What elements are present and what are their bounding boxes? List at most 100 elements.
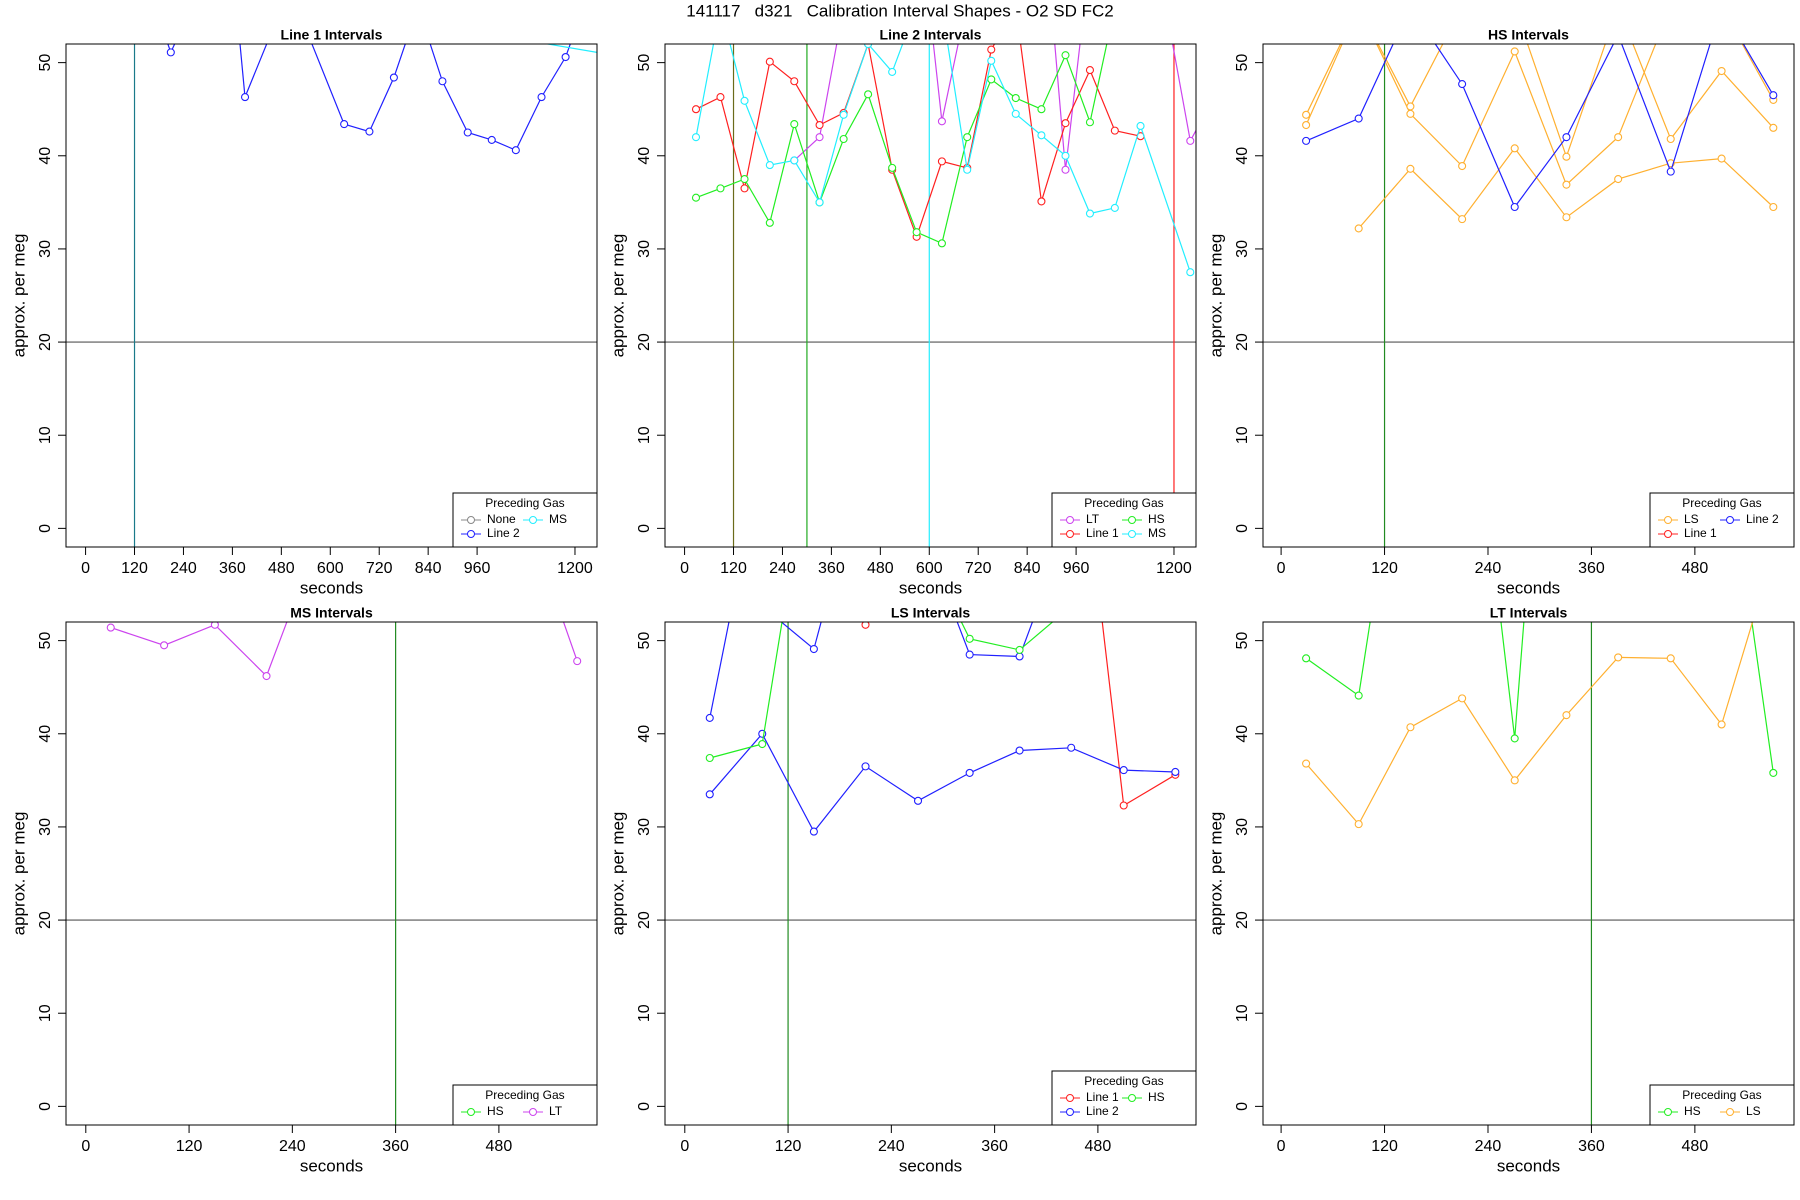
panel: Line 2 Intervals 0 10 20 30 40 50 0 120 240 360 480… — [608, 27, 1197, 597]
series-line — [1305, 44, 1774, 159]
legend-label: Line 2 — [1086, 1104, 1119, 1118]
legend-marker — [1726, 1108, 1734, 1116]
legend-label: Line 1 — [1086, 1090, 1119, 1104]
x-tick-label: 1200 — [1156, 560, 1192, 577]
legend-marker — [467, 530, 475, 538]
series-line — [1305, 622, 1754, 826]
y-axis-label: approx. per meg — [9, 812, 28, 936]
data-point — [740, 96, 749, 105]
x-tick-label: 120 — [176, 1138, 203, 1155]
legend-label: LT — [549, 1104, 563, 1118]
y-axis-label: approx. per meg — [608, 234, 627, 358]
legend-marker — [1128, 516, 1136, 524]
y-tick-label: 50 — [1234, 632, 1251, 650]
data-point — [1406, 723, 1415, 732]
y-tick-label: 40 — [1234, 725, 1251, 743]
y-tick-label: 10 — [37, 1004, 54, 1022]
data-point — [965, 650, 974, 659]
data-point — [365, 127, 374, 136]
y-tick-label: 0 — [37, 1102, 54, 1111]
data-point — [963, 133, 972, 142]
data-point — [765, 161, 774, 170]
data-point — [240, 93, 250, 102]
y-tick-label: 40 — [636, 725, 653, 743]
x-tick-label: 120 — [775, 1138, 802, 1155]
x-axis-label: seconds — [899, 1156, 962, 1175]
legend-label: Line 2 — [1746, 512, 1779, 526]
legend-label: None — [487, 512, 516, 526]
data-point — [716, 184, 725, 193]
data-point — [1614, 133, 1623, 142]
plot-box — [1262, 43, 1795, 548]
data-point — [1015, 746, 1024, 755]
data-point — [1562, 180, 1571, 189]
data-point — [864, 44, 873, 49]
data-point — [1666, 167, 1675, 176]
x-tick-label: 360 — [818, 560, 845, 577]
data-point — [691, 133, 701, 142]
legend-marker — [467, 516, 475, 524]
x-tick-label: 960 — [464, 560, 491, 577]
x-tick-label: 840 — [1014, 560, 1041, 577]
plot-area — [66, 44, 597, 547]
series-line — [1305, 44, 1774, 186]
panel: LT Intervals 0 10 20 30 40 50 0 120 240 360 480 seco… — [1206, 605, 1795, 1175]
legend-label: MS — [1148, 526, 1166, 540]
plot-area — [1263, 44, 1794, 547]
panel: HS Intervals 0 10 20 30 40 50 0 120 240 360 480 seco… — [1206, 27, 1795, 597]
legend-label: HS — [1684, 1104, 1701, 1118]
data-point — [705, 753, 714, 763]
y-tick-label: 10 — [1234, 426, 1251, 444]
y-tick-label: 10 — [636, 1004, 653, 1022]
data-point — [1067, 743, 1076, 752]
legend-label: HS — [1148, 512, 1165, 526]
data-point — [1302, 110, 1311, 119]
x-tick-label: 720 — [366, 560, 393, 577]
series-line — [695, 44, 1191, 273]
data-point — [691, 105, 701, 114]
data-point — [716, 93, 725, 102]
x-tick-label: 0 — [81, 560, 90, 577]
legend-box — [1649, 1084, 1795, 1126]
y-tick-label: 40 — [636, 147, 653, 165]
legend-marker — [1664, 1108, 1672, 1116]
panel-title: HS Intervals — [1488, 27, 1569, 43]
plot-box — [664, 621, 1197, 1126]
x-axis-label: seconds — [899, 578, 962, 597]
x-tick-label: 0 — [680, 560, 689, 577]
legend-marker — [529, 516, 537, 524]
y-tick-label: 30 — [636, 240, 653, 258]
data-point — [815, 133, 824, 142]
data-point — [815, 198, 824, 207]
data-point — [438, 77, 447, 86]
data-point — [815, 120, 824, 130]
x-axis-label: seconds — [300, 1156, 363, 1175]
y-tick-label: 0 — [37, 524, 54, 533]
y-tick-label: 0 — [1234, 524, 1251, 533]
legend-label: LT — [1086, 512, 1100, 526]
data-point — [1510, 144, 1519, 153]
x-tick-label: 0 — [81, 1138, 90, 1155]
legend-title: Preceding Gas — [485, 496, 564, 510]
plot-box — [1262, 621, 1795, 1126]
legend-title: Preceding Gas — [1682, 496, 1761, 510]
legend-marker — [1726, 516, 1734, 524]
y-tick-label: 50 — [37, 54, 54, 72]
data-point — [1562, 133, 1571, 142]
panel-title: MS Intervals — [290, 605, 373, 621]
y-tick-label: 20 — [37, 333, 54, 351]
x-tick-label: 480 — [1682, 1138, 1709, 1155]
data-point — [987, 56, 996, 65]
data-point — [1562, 711, 1571, 720]
x-axis-label: seconds — [1497, 578, 1560, 597]
data-point — [1406, 109, 1415, 118]
data-point — [1302, 120, 1311, 130]
data-point — [1458, 161, 1467, 171]
y-axis-label: approx. per meg — [1206, 234, 1225, 358]
data-point — [573, 657, 582, 666]
x-tick-label: 600 — [916, 560, 943, 577]
panel-title: LS Intervals — [891, 605, 971, 621]
x-tick-label: 240 — [1475, 1138, 1502, 1155]
